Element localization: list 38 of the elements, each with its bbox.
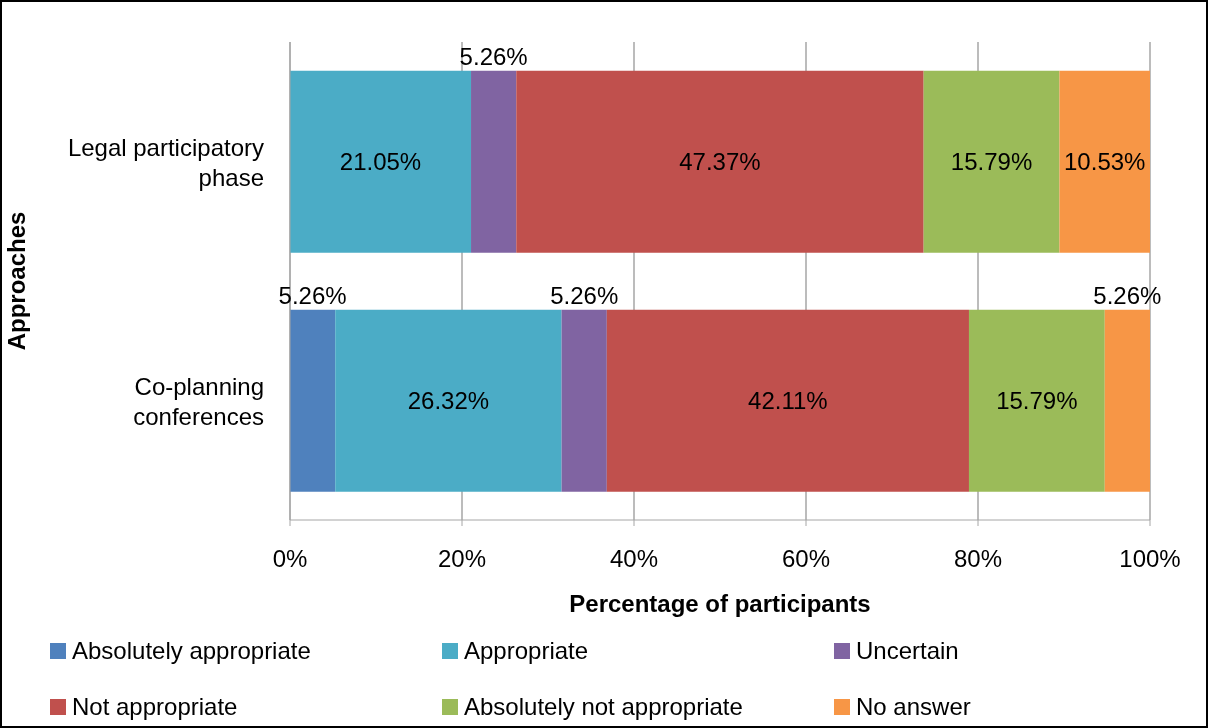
bar (335, 309, 562, 492)
x-tick-label: 20% (437, 545, 487, 573)
legend-label: Absolutely not appropriate (464, 693, 743, 721)
x-axis-title: Percentage of participants (569, 590, 871, 617)
y-tick-label: Co-planning conferences (133, 372, 264, 429)
bar (290, 70, 472, 253)
data-label: 26.32% (407, 387, 490, 415)
data-label: 5.26% (550, 282, 619, 310)
data-label: 5.26% (278, 282, 347, 310)
x-tick-label: 80% (953, 545, 1003, 573)
x-tick-label: 60% (781, 545, 831, 573)
bar (561, 309, 607, 492)
legend-label: Appropriate (464, 637, 589, 665)
y-axis-title: Approaches (2, 211, 30, 351)
legend-label: Uncertain (856, 637, 959, 665)
bar (290, 309, 336, 492)
data-label: 5.26% (459, 43, 528, 71)
data-label: 42.11% (748, 387, 828, 415)
bar (1059, 70, 1150, 253)
bar (516, 70, 924, 253)
data-label: 21.05% (339, 148, 422, 176)
data-label: 15.79% (950, 148, 1033, 176)
y-tick-label: Legal participatory phase (67, 133, 264, 190)
data-label: 5.26% (1093, 282, 1162, 310)
data-label: 10.53% (1064, 148, 1146, 176)
bar (1104, 309, 1150, 492)
x-tick-label: 100% (1119, 545, 1181, 573)
x-tick-label: 0% (272, 545, 308, 573)
bar (968, 309, 1105, 492)
x-tick-label: 40% (609, 545, 659, 573)
bar (471, 70, 517, 253)
legend-label: Not appropriate (72, 693, 238, 721)
bar (606, 309, 969, 492)
bar (923, 70, 1060, 253)
data-label: 47.37% (679, 148, 761, 176)
data-label: 15.79% (996, 387, 1078, 415)
legend-label: No answer (856, 693, 971, 721)
legend-label: Absolutely appropriate (72, 637, 311, 665)
